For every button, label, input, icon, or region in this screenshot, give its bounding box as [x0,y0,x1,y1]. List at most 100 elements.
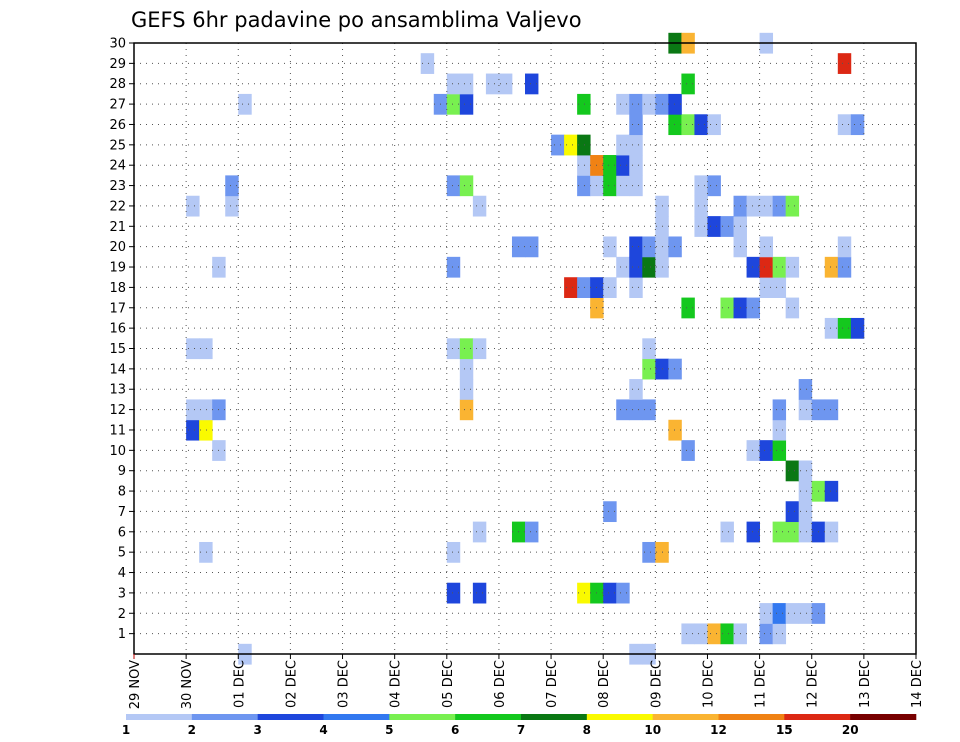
x-tick-label: 05 DEC [441,660,456,708]
heatmap-cell [759,603,774,624]
colorbar-swatch [257,714,324,720]
heatmap-cell [668,419,682,441]
heatmap-cell [681,73,695,95]
y-tick-label: 4 [118,566,126,581]
x-tick-label: 03 DEC [337,660,352,708]
heatmap-cell [785,297,800,319]
heatmap-cell [564,134,578,156]
heatmap-cell [798,399,813,421]
colorbar-label: 15 [776,723,793,737]
y-tick-label: 23 [109,179,126,194]
heatmap-cell [616,175,630,197]
colorbar-label: 7 [517,723,525,737]
heatmap-cell [824,480,839,502]
heatmap-cell [694,216,708,237]
heatmap-cell [642,256,656,278]
y-tick-label: 2 [118,607,126,622]
heatmap-cell [459,73,474,95]
heatmap-cell [642,338,656,360]
heatmap-cell [603,277,617,298]
heatmap-cell [446,93,461,115]
heatmap-cell [746,256,760,278]
heatmap-cell [642,93,656,115]
heatmap-cell [577,155,591,176]
heatmap-cell [629,399,643,421]
heatmap-cell [485,73,500,95]
heatmap-cell [759,440,774,461]
colorbar-swatch [191,714,258,720]
heatmap-cell [459,379,474,400]
y-tick-label: 15 [109,342,126,357]
heatmap-cell [629,379,643,400]
chart-title: GEFS 6hr padavine po ansamblima Valjevo [131,8,582,32]
heatmap-cell [837,114,852,136]
x-tick-label: 08 DEC [597,660,612,708]
heatmap-cell [577,277,591,298]
heatmap-cell [772,623,787,645]
y-tick-label: 12 [109,403,126,418]
y-tick-label: 13 [109,383,126,398]
y-tick-label: 26 [109,118,126,133]
heatmap-cell [642,236,656,258]
x-tick-label: 29 NOV [128,660,143,709]
colorbar-swatch [521,714,588,720]
colorbar-label: 3 [254,723,262,737]
heatmap-cell [798,480,813,502]
y-tick-label: 3 [118,586,126,601]
heatmap-cell [525,73,539,95]
x-tick-label: 09 DEC [649,660,664,708]
colorbar-swatch [323,714,390,720]
heatmap-cell [446,582,461,604]
heatmap-cells [186,32,865,665]
heatmap-cell [642,358,656,380]
colorbar-swatch [389,714,456,720]
heatmap-cell [746,195,760,217]
heatmap-cell [238,93,252,115]
heatmap-cell [551,134,565,156]
x-tick-label: 10 DEC [702,660,717,708]
heatmap-cell [642,399,656,421]
heatmap-cell [577,134,591,156]
x-axis: 29 NOV 30 NOV 01 DEC 02 DEC 03 DEC 04 DEC 05 D… [128,654,925,709]
x-tick-label: 13 DEC [858,660,873,708]
heatmap-cell [785,501,800,523]
heatmap-cell [707,216,721,237]
x-tick-label: 11 DEC [754,660,769,708]
colorbar-label: 2 [188,723,196,737]
heatmap-cell [629,236,643,258]
heatmap-cell [837,317,852,339]
heatmap-cell [798,603,813,624]
heatmap-cell [694,114,708,136]
colorbar-swatch [850,714,917,720]
heatmap-cell [446,338,461,360]
y-tick-label: 27 [109,98,126,113]
heatmap-cell [525,521,539,543]
heatmap-cell [603,236,617,258]
heatmap-cell [785,256,800,278]
heatmap-cell [837,53,852,74]
x-tick-label: 12 DEC [806,660,821,708]
heatmap-cell [707,114,721,136]
colorbar-label: 6 [451,723,459,737]
heatmap-cell [459,93,474,115]
heatmap-cell [199,338,213,360]
heatmap-cell [525,236,539,258]
y-tick-label: 17 [109,301,126,316]
heatmap-cell [824,521,839,543]
heatmap-cell [472,521,487,543]
heatmap-cell [459,399,474,421]
heatmap-cell [603,155,617,176]
heatmap-cell [668,236,682,258]
colorbar-label: 1 [122,723,130,737]
heatmap-cell [616,93,630,115]
heatmap-cell [668,93,682,115]
heatmap-cell [850,317,865,339]
heatmap-cell [498,73,513,95]
colorbar-swatch [586,714,653,720]
heatmap-cell [459,175,474,197]
heatmap-cell [446,175,461,197]
heatmap-cell [629,155,643,176]
y-tick-label: 21 [109,220,126,235]
heatmap-cell [798,460,813,482]
heatmap-cell [668,114,682,136]
